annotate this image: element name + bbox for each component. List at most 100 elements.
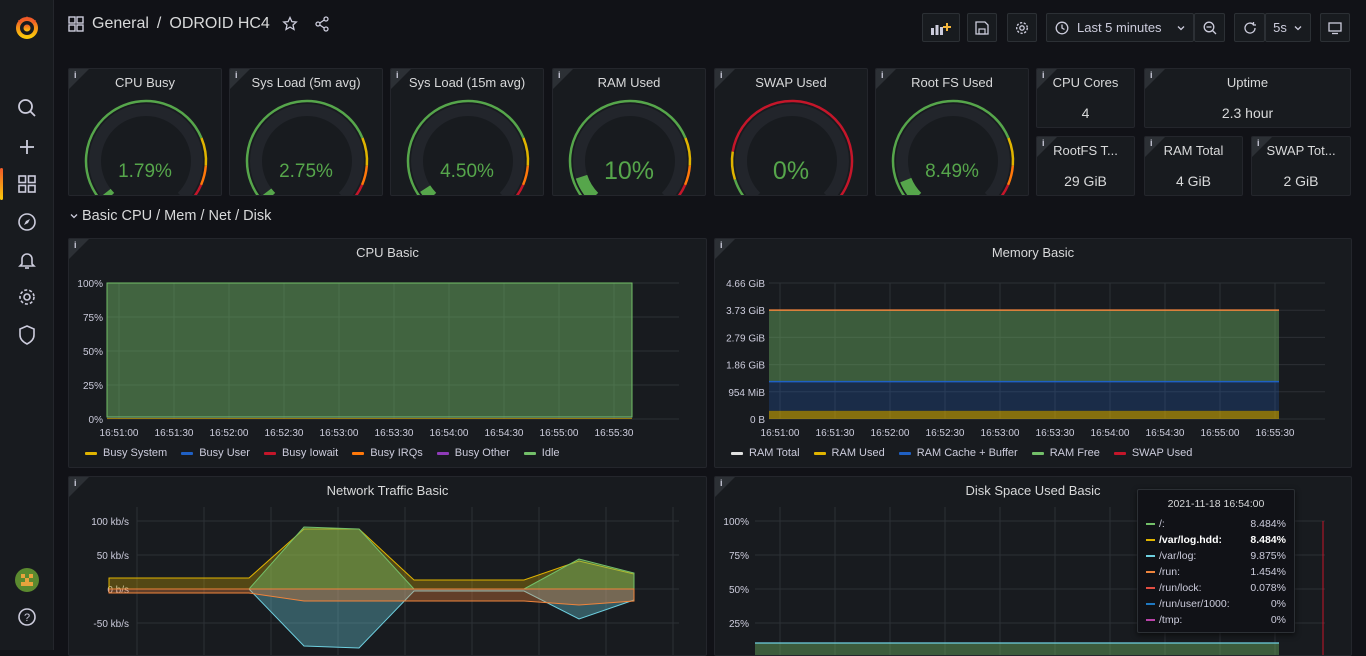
add-panel-button[interactable] [922, 13, 960, 42]
gauge-threshold-band [730, 151, 737, 180]
tooltip-series-name: /tmp: [1159, 614, 1183, 626]
cpu-basic-chart[interactable]: 100% 75% 50% 25% 0% 16:51:00 16:51:30 16:52:00 1… [69, 269, 707, 468]
y-tick-label: 1.86 GiB [726, 361, 765, 372]
gauge-track [411, 104, 525, 195]
refresh-interval-picker[interactable]: 5s [1265, 13, 1311, 42]
legend-item[interactable]: Busy System [85, 447, 167, 459]
info-icon[interactable]: i [1150, 70, 1153, 80]
gauge-value-arc [262, 188, 276, 195]
row-header[interactable]: Basic CPU / Mem / Net / Disk [70, 208, 271, 224]
panel-memory-basic[interactable]: i Memory Basic 4.66 GiB 3.73 GiB 2.79 GiB 1… [714, 238, 1352, 468]
legend-item[interactable]: RAM Free [1031, 447, 1100, 459]
plus-icon[interactable] [14, 134, 40, 160]
panel-cpu-basic[interactable]: i CPU Basic 100% 75% 50% 25% 0% 16:51:00 16:51… [68, 238, 707, 468]
legend-label: SWAP Used [1131, 447, 1193, 459]
info-icon[interactable]: i [1150, 138, 1153, 148]
gauge-panel[interactable]: i Sys Load (5m avg) 2.75% [229, 68, 383, 196]
x-tick-label: 16:52:00 [210, 428, 249, 439]
dashboard-settings-button[interactable] [1007, 13, 1037, 42]
info-corner [1037, 69, 1057, 89]
legend-item[interactable]: RAM Cache + Buffer [898, 447, 1018, 459]
tooltip-row: /var/log: 9.875% [1146, 548, 1286, 564]
grafana-logo-icon[interactable] [14, 14, 40, 40]
tooltip-series-name: /: [1159, 518, 1165, 530]
dashboard-title[interactable]: ODROID HC4 [169, 15, 270, 32]
refresh-button[interactable] [1234, 13, 1265, 42]
legend-label: Busy Iowait [281, 447, 339, 459]
info-icon[interactable]: i [720, 70, 723, 80]
legend-swatch [263, 451, 276, 455]
gauge-track [89, 104, 203, 195]
stat-panel-ram-total[interactable]: i RAM Total 4 GiB [1144, 136, 1243, 196]
y-tick-label: -50 kb/s [93, 619, 129, 630]
info-icon[interactable]: i [1042, 70, 1045, 80]
y-tick-label: 4.66 GiB [726, 279, 765, 290]
info-icon[interactable]: i [881, 70, 884, 80]
top-navbar: General / ODROID HC4 Last 5 minutes 5s [54, 0, 1366, 56]
network-basic-chart[interactable]: 100 kb/s 50 kb/s 0 b/s -50 kb/s [69, 507, 707, 656]
legend-item[interactable]: Busy Iowait [263, 447, 339, 459]
gauge-threshold-band [684, 137, 692, 166]
chevron-down-icon [1177, 25, 1185, 30]
stat-panel-swap-total[interactable]: i SWAP Tot... 2 GiB [1251, 136, 1351, 196]
gauge-panel[interactable]: i CPU Busy 1.79% [68, 68, 222, 196]
info-icon[interactable]: i [1042, 138, 1045, 148]
stat-panel-cpu-cores[interactable]: i CPU Cores 4 [1036, 68, 1135, 128]
search-icon[interactable] [14, 95, 40, 121]
y-tick-label: 50% [83, 347, 103, 358]
info-icon[interactable]: i [396, 70, 399, 80]
info-icon[interactable]: i [720, 240, 723, 250]
legend-item[interactable]: Busy Other [436, 447, 510, 459]
alerting-bell-icon[interactable] [14, 247, 40, 273]
configuration-gear-icon[interactable] [14, 284, 40, 310]
gauge-threshold-band [200, 137, 208, 166]
explore-compass-icon[interactable] [14, 209, 40, 235]
panel-network-basic[interactable]: i Network Traffic Basic 100 kb/s 50 kb/s… [68, 476, 707, 656]
gauge-threshold-band [1007, 137, 1015, 166]
info-icon[interactable]: i [74, 478, 77, 488]
stat-panel-uptime[interactable]: i Uptime 2.3 hour [1144, 68, 1351, 128]
info-icon[interactable]: i [720, 478, 723, 488]
server-admin-shield-icon[interactable] [14, 322, 40, 348]
info-corner [1037, 137, 1057, 157]
breadcrumb-folder[interactable]: General [92, 15, 149, 32]
zoom-out-button[interactable] [1194, 13, 1225, 42]
legend-label: RAM Cache + Buffer [916, 447, 1018, 459]
gauge-panel[interactable]: i Root FS Used 8.49% [875, 68, 1029, 196]
info-icon[interactable]: i [1257, 138, 1260, 148]
breadcrumb: General / ODROID HC4 [68, 15, 330, 33]
y-tick-label: 954 MiB [728, 388, 765, 399]
legend-item[interactable]: RAM Used [813, 447, 885, 459]
gauge-threshold-band [84, 99, 203, 195]
info-icon[interactable]: i [74, 70, 77, 80]
gauge-panel[interactable]: i SWAP Used 0% [714, 68, 868, 196]
gauge-dial [84, 99, 208, 195]
user-avatar[interactable] [14, 567, 40, 593]
gauge-dial [406, 99, 530, 195]
dashboards-icon[interactable] [14, 171, 40, 197]
gauge-panel[interactable]: i Sys Load (15m avg) 4.50% [390, 68, 544, 196]
tooltip-row: /: 8.484% [1146, 516, 1286, 532]
tv-mode-button[interactable] [1320, 13, 1350, 42]
info-icon[interactable]: i [558, 70, 561, 80]
stat-panel-rootfs-total[interactable]: i RootFS T... 29 GiB [1036, 136, 1135, 196]
legend-label: Busy Other [454, 447, 510, 459]
legend-item[interactable]: SWAP Used [1113, 447, 1193, 459]
memory-basic-chart[interactable]: 4.66 GiB 3.73 GiB 2.79 GiB 1.86 GiB 954 MiB 0… [715, 269, 1352, 468]
legend-item[interactable]: Busy IRQs [352, 447, 423, 459]
legend-item[interactable]: RAM Total [731, 447, 800, 459]
gauge-threshold-band [683, 165, 692, 186]
time-range-picker[interactable]: Last 5 minutes [1046, 13, 1194, 42]
chevron-down-icon [1294, 25, 1302, 30]
legend-item[interactable]: Idle [523, 447, 560, 459]
info-icon[interactable]: i [74, 240, 77, 250]
series-area-busy-system [107, 417, 632, 419]
help-icon[interactable]: ? [14, 604, 40, 630]
share-icon[interactable] [314, 16, 330, 32]
gauge-panel[interactable]: i RAM Used 10% [552, 68, 706, 196]
legend-swatch [352, 451, 365, 455]
save-dashboard-button[interactable] [967, 13, 997, 42]
star-icon[interactable] [281, 16, 298, 32]
info-icon[interactable]: i [235, 70, 238, 80]
legend-item[interactable]: Busy User [181, 447, 250, 459]
